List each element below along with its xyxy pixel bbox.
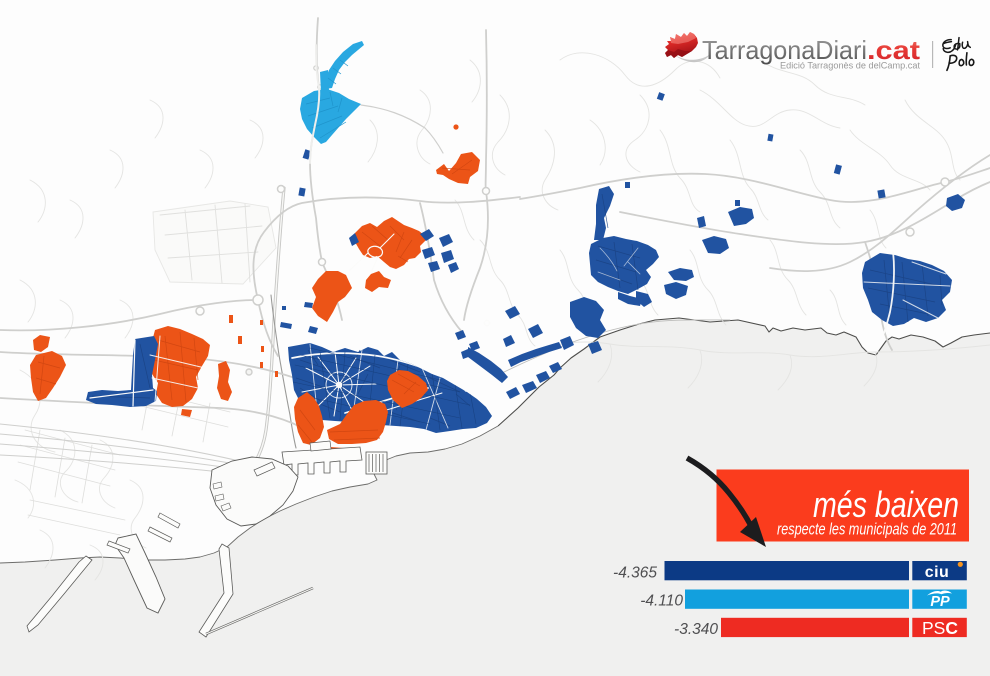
svg-text:.cat: .cat xyxy=(867,35,920,65)
svg-text:ciu: ciu xyxy=(925,564,950,581)
svg-text:TarragonaDiari: TarragonaDiari xyxy=(702,35,867,65)
svg-text:Edició Tarragonès de delCamp.c: Edició Tarragonès de delCamp.cat xyxy=(780,61,920,71)
svg-text:-4.110: -4.110 xyxy=(640,593,683,610)
svg-text:PP: PP xyxy=(930,594,950,610)
svg-text:respecte les municipals de 201: respecte les municipals de 2011 xyxy=(777,520,957,539)
svg-text:més baixen: més baixen xyxy=(813,484,959,525)
svg-text:-3.340: -3.340 xyxy=(674,621,718,638)
svg-text:-4.365: -4.365 xyxy=(613,565,657,582)
svg-text:PSC: PSC xyxy=(922,618,958,638)
